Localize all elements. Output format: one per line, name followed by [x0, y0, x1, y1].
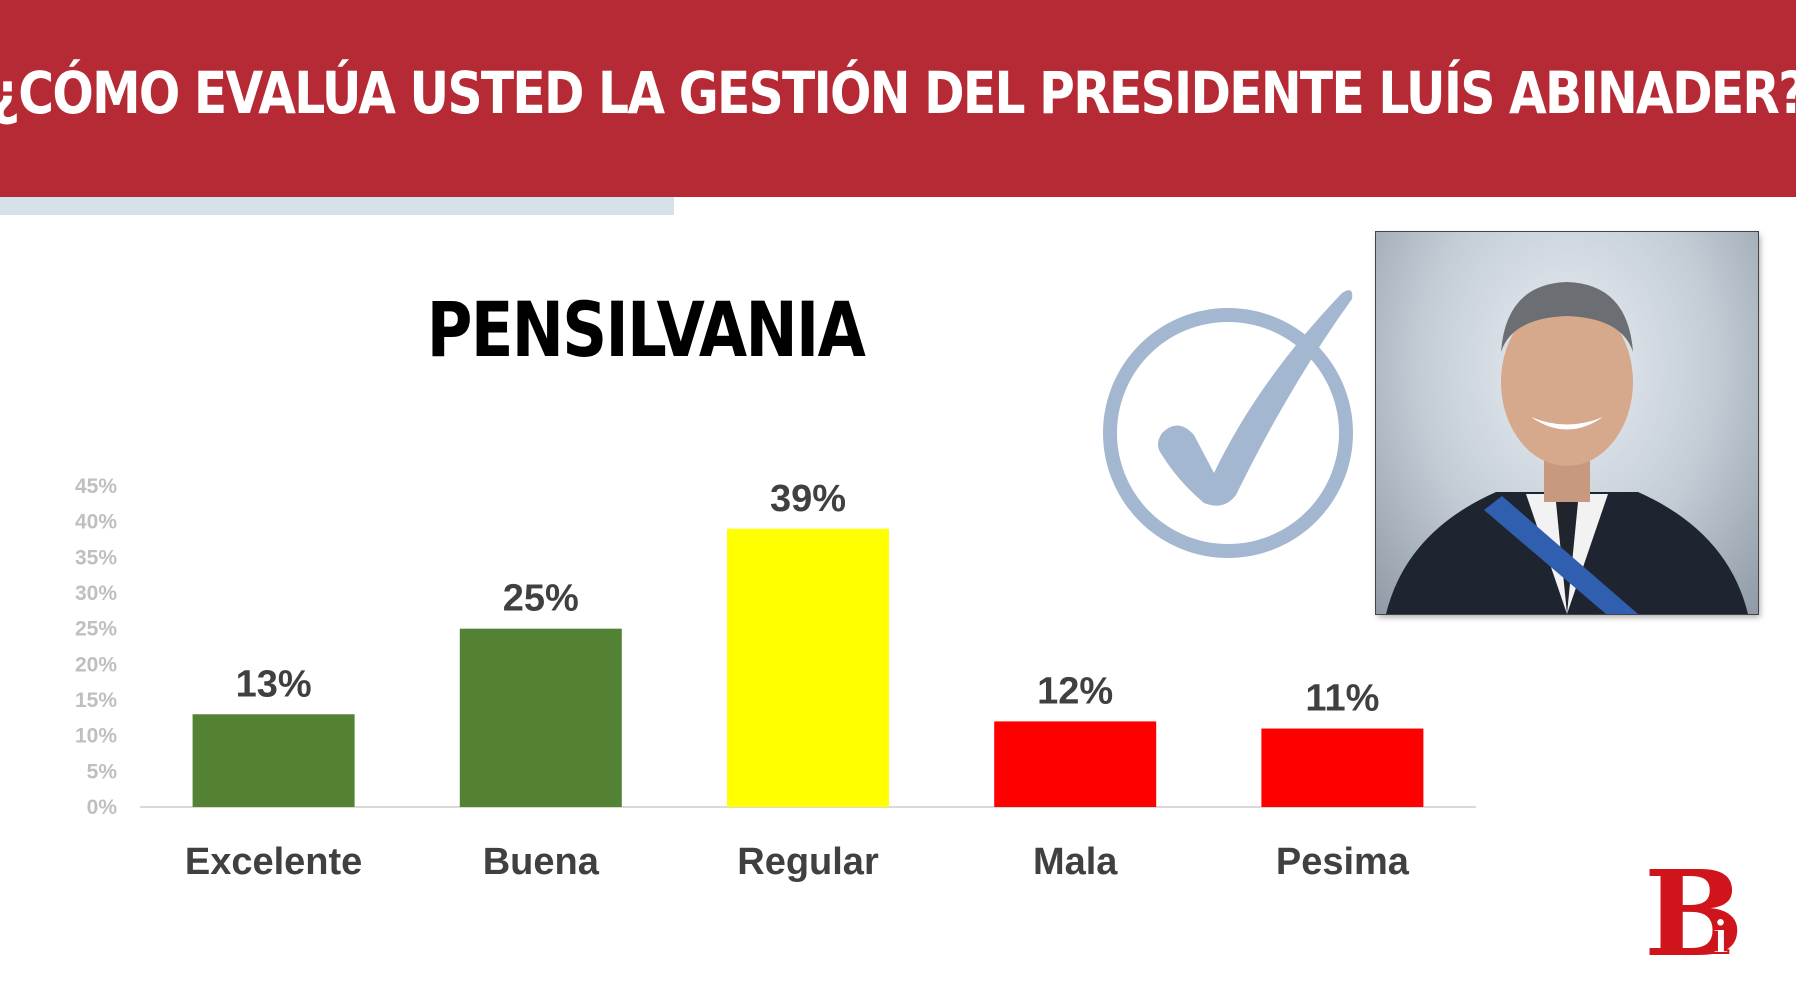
y-tick-label: 35% — [75, 546, 117, 569]
data-label: 13% — [236, 663, 312, 705]
logo-letter-i: i — [1712, 910, 1729, 964]
y-tick-label: 40% — [75, 511, 117, 534]
y-tick-label: 0% — [87, 796, 118, 819]
bi-logo: B i — [1644, 855, 1744, 965]
portrait-illustration — [1386, 282, 1748, 614]
y-tick-label: 10% — [75, 725, 117, 748]
data-label: 12% — [1037, 670, 1113, 712]
logo-letter-b: B — [1644, 855, 1744, 965]
checkmark-circle-icon — [1103, 290, 1353, 558]
y-tick-label: 20% — [75, 653, 117, 676]
data-label: 39% — [770, 478, 846, 520]
category-label: Regular — [737, 841, 879, 883]
president-portrait — [1376, 232, 1758, 614]
y-tick-label: 15% — [75, 689, 117, 712]
category-label: Excelente — [185, 841, 362, 883]
bar — [727, 528, 889, 807]
category-label: Mala — [1033, 841, 1118, 883]
y-tick-label: 5% — [87, 760, 118, 783]
data-label: 25% — [503, 578, 579, 620]
y-tick-label: 45% — [75, 475, 117, 498]
bar — [192, 714, 355, 807]
y-tick-label: 30% — [75, 582, 117, 605]
data-label: 11% — [1305, 678, 1379, 720]
header-title: ¿CÓMO EVALÚA USTED LA GESTIÓN DEL PRESID… — [0, 58, 1796, 127]
header-banner: ¿CÓMO EVALÚA USTED LA GESTIÓN DEL PRESID… — [0, 0, 1796, 197]
bar — [1261, 728, 1424, 807]
category-label: Pesima — [1276, 841, 1410, 883]
bar — [459, 628, 622, 807]
y-tick-label: 25% — [75, 618, 117, 641]
chart-title: PENSILVANIA — [426, 285, 866, 374]
accent-strip — [0, 197, 674, 215]
bar — [994, 721, 1157, 807]
category-label: Buena — [483, 841, 600, 883]
